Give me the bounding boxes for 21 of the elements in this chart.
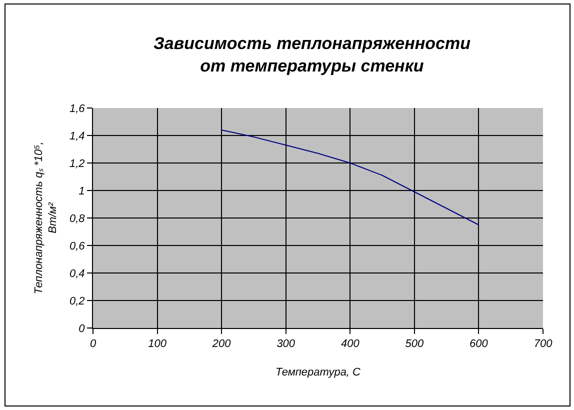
y-tick-label: 1,2 xyxy=(70,158,85,170)
y-tick-label: 0,6 xyxy=(70,240,86,252)
x-tick-label: 200 xyxy=(211,338,232,350)
y-tick-label: 0,2 xyxy=(70,295,85,308)
x-tick-label: 300 xyxy=(276,338,296,350)
x-tick-label: 700 xyxy=(534,338,554,350)
x-tick-label: 400 xyxy=(340,338,360,350)
x-tick-label: 600 xyxy=(470,338,489,350)
x-tick-label: 500 xyxy=(405,338,424,350)
x-tick-label: 100 xyxy=(148,338,168,350)
line-series xyxy=(221,130,480,226)
y-tick-label: 0,8 xyxy=(70,212,86,225)
y-tick-label: 0,4 xyxy=(70,268,85,280)
y-axis-title: Теплонапряженность qₛ *10⁵, Вт/м² xyxy=(32,142,60,294)
y-tick-label: 0 xyxy=(78,322,86,335)
y-tick-label: 1 xyxy=(78,185,85,198)
y-tick-label: 1,4 xyxy=(70,130,85,142)
x-tick-label: 0 xyxy=(90,338,97,350)
y-tick-label: 1,6 xyxy=(70,102,86,115)
chart-title: Зависимость теплонапряженности от температуры стенки xyxy=(153,34,472,76)
x-axis-title: Температура, С xyxy=(275,366,361,378)
